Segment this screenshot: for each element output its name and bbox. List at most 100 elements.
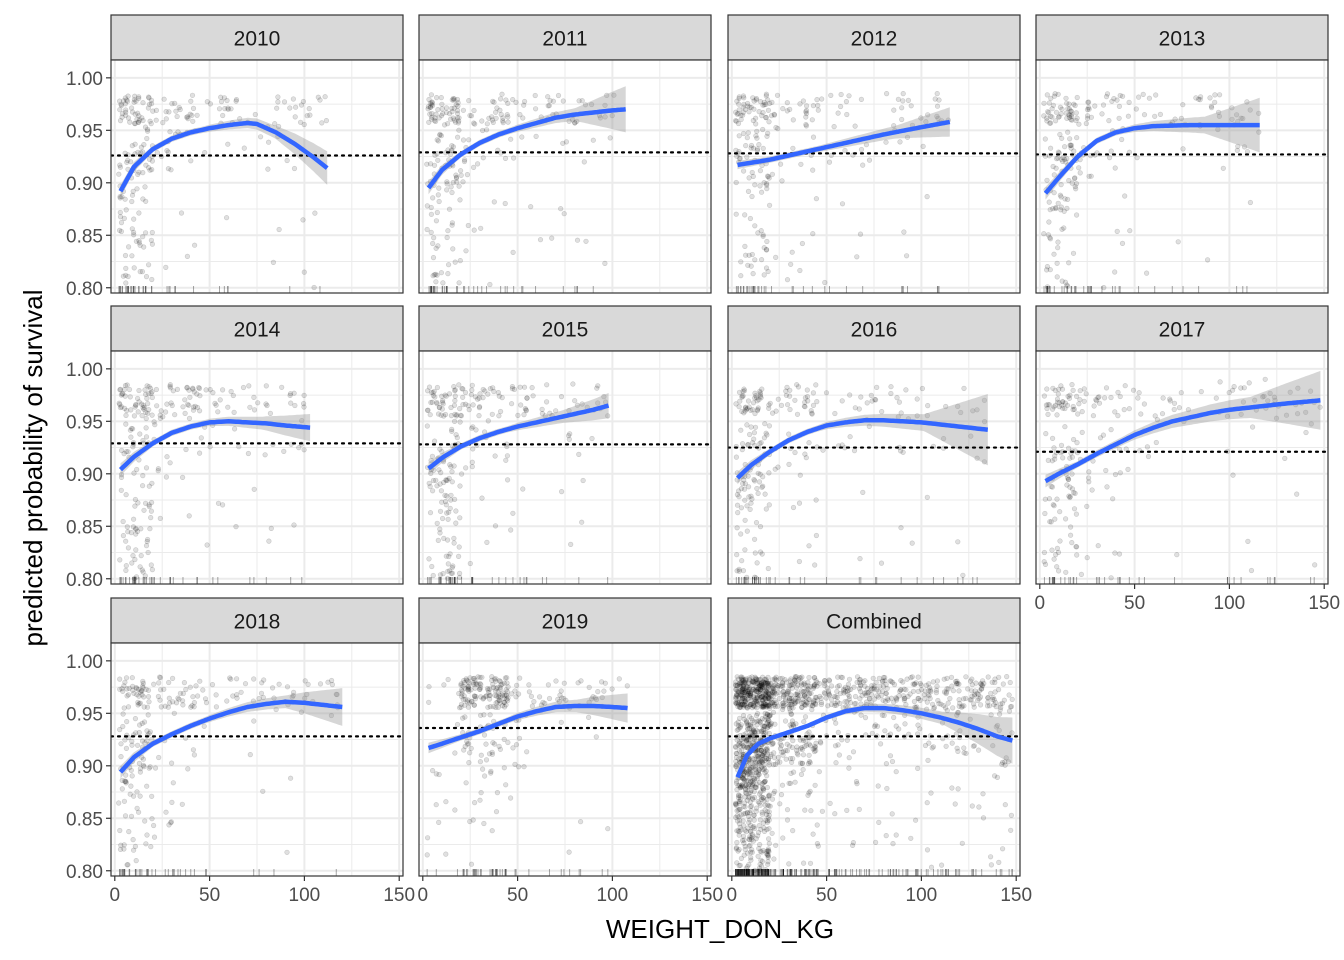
data-point (857, 688, 864, 695)
data-point (487, 696, 493, 702)
data-point (1064, 100, 1070, 106)
data-point (444, 234, 450, 241)
data-point (788, 770, 794, 777)
data-point (163, 108, 169, 115)
data-point (756, 767, 762, 773)
data-point (748, 828, 754, 835)
data-point (747, 675, 753, 681)
data-point (134, 528, 141, 535)
data-point (265, 166, 271, 172)
data-point (116, 227, 123, 233)
point-cloud (116, 674, 341, 868)
data-point (259, 680, 265, 686)
data-point (756, 791, 763, 797)
data-point (974, 690, 980, 696)
data-point (740, 393, 746, 399)
data-point (189, 703, 195, 709)
data-point (988, 690, 994, 696)
rug (426, 577, 609, 584)
data-point (427, 483, 433, 490)
data-point (447, 111, 453, 117)
data-point (748, 691, 754, 697)
data-point (145, 687, 152, 693)
facet-panel-2011: 2011 (418, 14, 712, 294)
data-point (842, 699, 848, 705)
data-point (745, 745, 751, 751)
data-point (815, 107, 821, 113)
data-point (974, 455, 980, 461)
data-point (736, 568, 742, 574)
data-point (504, 696, 510, 702)
data-point (754, 701, 760, 708)
data-point (742, 786, 749, 792)
data-point (743, 769, 750, 775)
data-point (778, 742, 785, 749)
data-point (448, 148, 455, 154)
data-point (495, 704, 501, 710)
data-point (460, 386, 466, 392)
data-point (1135, 395, 1141, 401)
data-point (1047, 145, 1054, 151)
facet-label: 2018 (234, 611, 281, 634)
data-point (766, 470, 772, 476)
data-point (975, 697, 981, 704)
data-point (753, 805, 760, 811)
data-point (152, 422, 158, 428)
data-point (445, 537, 451, 543)
data-point (907, 691, 913, 697)
data-point (276, 681, 282, 687)
data-point (1066, 101, 1072, 107)
data-point (927, 687, 934, 693)
data-point (924, 194, 930, 200)
data-point (482, 388, 488, 394)
data-point (142, 184, 148, 190)
data-point (759, 681, 765, 688)
data-point (116, 171, 122, 177)
data-point (146, 165, 152, 171)
data-point (437, 526, 443, 532)
data-point (137, 689, 143, 695)
data-point (749, 847, 755, 853)
data-point (489, 677, 495, 683)
data-point (748, 822, 754, 829)
data-point (813, 748, 819, 754)
data-point (745, 726, 751, 732)
data-point (783, 698, 789, 704)
data-point (737, 688, 744, 694)
data-point (120, 711, 126, 717)
data-point (493, 678, 499, 684)
rug (118, 286, 321, 293)
data-point (1119, 240, 1126, 246)
data-point (1065, 476, 1071, 483)
data-point (783, 679, 790, 685)
data-point (281, 99, 288, 105)
data-point (869, 685, 875, 692)
data-point (900, 693, 907, 699)
data-point (780, 752, 786, 758)
data-point (766, 722, 772, 728)
data-point (733, 682, 739, 689)
data-point (595, 400, 601, 406)
data-point (430, 195, 436, 201)
data-point (749, 831, 756, 838)
data-point (186, 387, 192, 393)
data-point (803, 742, 810, 748)
data-point (909, 540, 915, 546)
data-point (133, 684, 139, 691)
data-point (146, 502, 152, 508)
data-point (742, 676, 749, 683)
data-point (586, 684, 592, 691)
data-point (538, 702, 545, 708)
data-point (218, 98, 225, 105)
data-point (885, 697, 891, 703)
data-point (488, 768, 494, 775)
data-point (129, 560, 135, 566)
data-point (1049, 458, 1055, 464)
data-point (756, 692, 763, 699)
data-point (864, 400, 870, 406)
data-point (123, 538, 129, 544)
data-point (149, 412, 155, 418)
data-point (970, 408, 976, 414)
y-tick-label: 0.85 (66, 226, 103, 247)
data-point (1153, 439, 1159, 446)
